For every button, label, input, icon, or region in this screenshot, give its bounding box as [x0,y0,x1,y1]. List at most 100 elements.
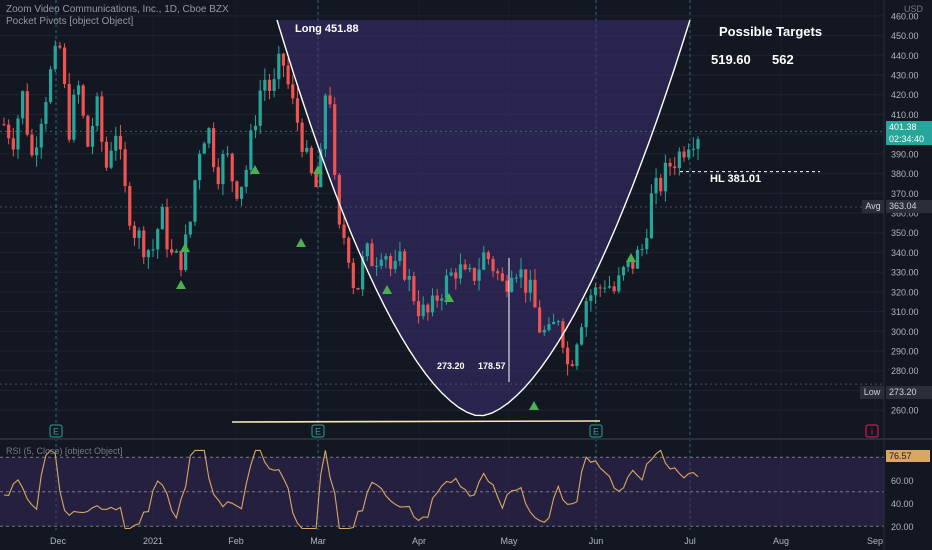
candle-body [612,286,616,292]
earnings-icon-label: E [53,427,59,437]
pocket-pivot-icon [529,401,539,410]
candle-body [146,250,150,258]
candle-body [179,250,183,271]
candle-body [35,147,39,156]
candle-body [95,96,99,126]
time-tick-label: Aug [773,536,789,546]
low-value: 273.20 [886,386,932,399]
candle-body [370,243,374,267]
candle-body [67,83,71,140]
candle-body [472,267,477,281]
candle-body [691,148,695,150]
candle-body [533,279,537,308]
candle-body [118,135,123,150]
candle-body [314,173,318,188]
price-tick-label: 380.00 [891,169,919,179]
price-tick-label: 290.00 [891,347,919,357]
cup-curve-line [276,19,691,417]
candle-body [188,221,192,235]
candle-body [552,322,556,325]
target-1: 519.60 [711,52,751,67]
pocket-pivot-markers [176,165,636,410]
candle-body [337,175,341,225]
candle-body [7,124,11,139]
candle-body [258,90,262,126]
candle-body [244,169,248,187]
rsi-tick-label: 20.00 [891,522,914,532]
candle-body [160,207,164,230]
candle-body [589,295,593,302]
candle-body [123,149,127,186]
time-tick-label: Jul [684,536,696,546]
candle-body [198,153,202,181]
cup-region-fill [277,20,690,416]
price-axis: 260.00270.00280.00290.00300.00310.00320.… [883,0,919,550]
earnings-icon [589,424,603,438]
candle-body [230,153,234,182]
candle-body [193,180,197,222]
time-tick-label: May [500,536,518,546]
time-tick-label: Apr [412,536,426,546]
candle-body [62,47,67,84]
candle-body [351,262,355,288]
candle-body [477,269,481,281]
rsi-label[interactable]: RSI (5, Close) [object Object] [6,446,123,456]
candle-body [323,95,327,150]
candle-body [412,275,416,302]
candle-body [86,115,90,147]
candle-body [305,147,309,152]
cup-base-line [231,420,601,423]
candle-body [39,123,43,148]
candle-body [654,177,658,194]
candle-body [491,258,495,272]
last-price-tag: 401.38 02:34:40 [886,121,932,145]
candle-body [114,135,118,151]
candle-body [211,128,216,168]
candle-body [379,259,383,266]
price-tick-label: 420.00 [891,90,919,100]
candle-body [486,252,491,259]
candle-body [444,275,449,299]
candle-body [626,260,630,267]
candle-body [375,265,379,267]
candle-body [328,95,332,105]
candle-body [361,256,365,290]
candle-body [575,344,579,366]
price-tick-label: 390.00 [891,149,919,159]
candle-body [528,279,532,293]
candle-body [216,167,220,185]
candle-body [347,237,351,263]
symbol-header[interactable]: Zoom Video Communications, Inc., 1D, Cbo… [6,4,229,15]
candle-body [556,321,560,323]
candle-body [2,124,6,126]
candle-body [565,347,570,365]
price-tick-label: 330.00 [891,268,919,278]
candle-body [398,251,402,261]
candle-body [239,186,244,199]
price-tick-label: 310.00 [891,307,919,317]
pocket-pivot-icon [313,165,323,174]
candle-body [524,269,528,293]
indicator-header[interactable]: Pocket Pivots [object Object] [6,16,134,27]
candle-body [365,243,369,257]
candle-body [449,272,453,276]
candle-body [649,193,654,239]
rsi-band [0,457,884,527]
candle-body [221,154,225,185]
candle-body [603,287,607,289]
candle-body [295,98,300,123]
candle-body [621,266,626,276]
pocket-pivot-icon [444,293,454,302]
price-tick-label: 320.00 [891,287,919,297]
earnings-icon [311,424,325,438]
candle-body [673,166,677,169]
avg-label: Avg [862,200,884,213]
time-tick-label: Dec [50,536,67,546]
candle-body [519,269,523,278]
time-tick-label: Mar [310,536,326,546]
candle-body [570,364,574,366]
countdown-value: 02:34:40 [889,134,925,144]
candle-body [468,267,472,270]
